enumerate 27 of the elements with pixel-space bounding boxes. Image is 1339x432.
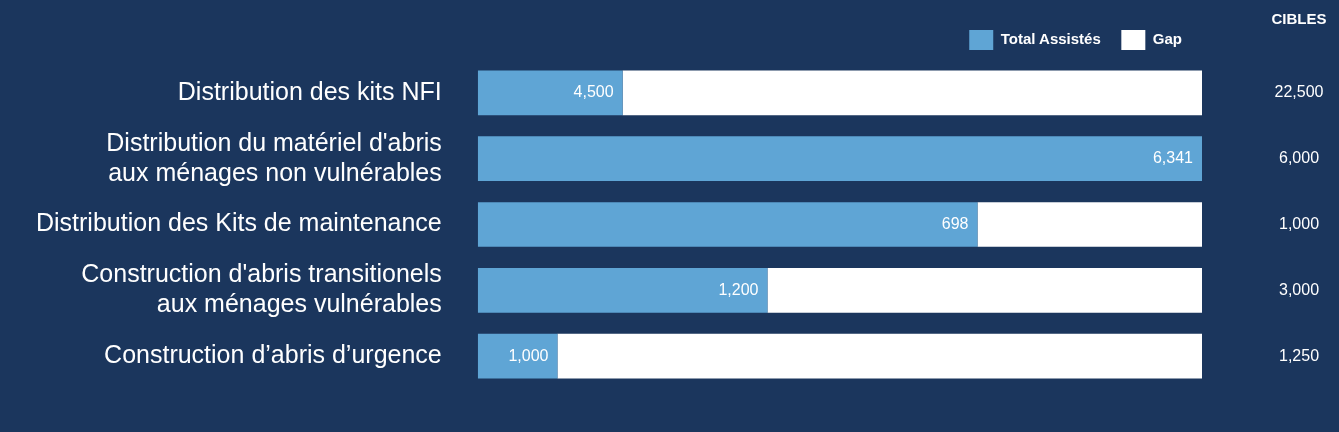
annotation: 6,341: [1152, 149, 1194, 167]
legend-label: Total Assistés: [1000, 30, 1101, 48]
bar: [477, 136, 1202, 182]
annotation: 4,500: [573, 83, 614, 101]
annotation: 1,000: [508, 346, 549, 364]
bar: [477, 333, 558, 379]
text: 6,000: [1278, 149, 1320, 167]
y-tick-label: Construction d'abris transitionels aux ménages vulnérables: [81, 259, 442, 318]
bar: [477, 70, 623, 116]
text: 3,000: [1278, 280, 1320, 298]
bar: [622, 70, 1202, 116]
bar: [477, 202, 978, 247]
legend-label: Gap: [1152, 30, 1183, 48]
y-tick-label: Distribution des Kits de maintenance: [35, 208, 442, 237]
text: 22,500: [1274, 83, 1324, 101]
text: 1,250: [1278, 346, 1320, 364]
text: 1,000: [1278, 214, 1320, 232]
bar: [767, 267, 1202, 313]
annotation: 1,200: [718, 280, 759, 298]
text: CIBLES: [1271, 10, 1327, 28]
y-tick-label: Distribution du matériel d'abris aux ménages non vulnérables: [106, 127, 442, 186]
y-tick-label: Distribution des kits NFI: [177, 76, 442, 105]
bar: [557, 333, 1202, 379]
bar: [977, 202, 1202, 247]
y-tick-label: Construction d’abris d’urgence: [104, 339, 442, 368]
annotation: 698: [941, 214, 969, 232]
bar: [477, 267, 768, 313]
